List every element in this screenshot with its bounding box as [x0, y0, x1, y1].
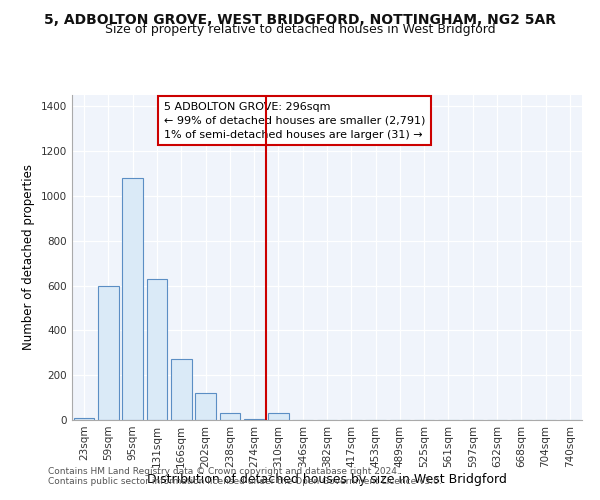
- Text: Size of property relative to detached houses in West Bridgford: Size of property relative to detached ho…: [104, 22, 496, 36]
- Text: 5, ADBOLTON GROVE, WEST BRIDGFORD, NOTTINGHAM, NG2 5AR: 5, ADBOLTON GROVE, WEST BRIDGFORD, NOTTI…: [44, 12, 556, 26]
- Text: 5 ADBOLTON GROVE: 296sqm
← 99% of detached houses are smaller (2,791)
1% of semi: 5 ADBOLTON GROVE: 296sqm ← 99% of detach…: [164, 102, 425, 140]
- Bar: [268, 414, 289, 420]
- Bar: [122, 178, 143, 420]
- Bar: [98, 286, 119, 420]
- Bar: [244, 419, 265, 420]
- Text: Contains public sector information licensed under the Open Government Licence v3: Contains public sector information licen…: [48, 477, 442, 486]
- Bar: [220, 414, 240, 420]
- Y-axis label: Number of detached properties: Number of detached properties: [22, 164, 35, 350]
- Bar: [146, 279, 167, 420]
- Bar: [195, 393, 216, 420]
- Bar: [74, 418, 94, 420]
- X-axis label: Distribution of detached houses by size in West Bridgford: Distribution of detached houses by size …: [147, 472, 507, 486]
- Bar: [171, 360, 191, 420]
- Text: Contains HM Land Registry data © Crown copyright and database right 2024.: Contains HM Land Registry data © Crown c…: [48, 467, 400, 476]
